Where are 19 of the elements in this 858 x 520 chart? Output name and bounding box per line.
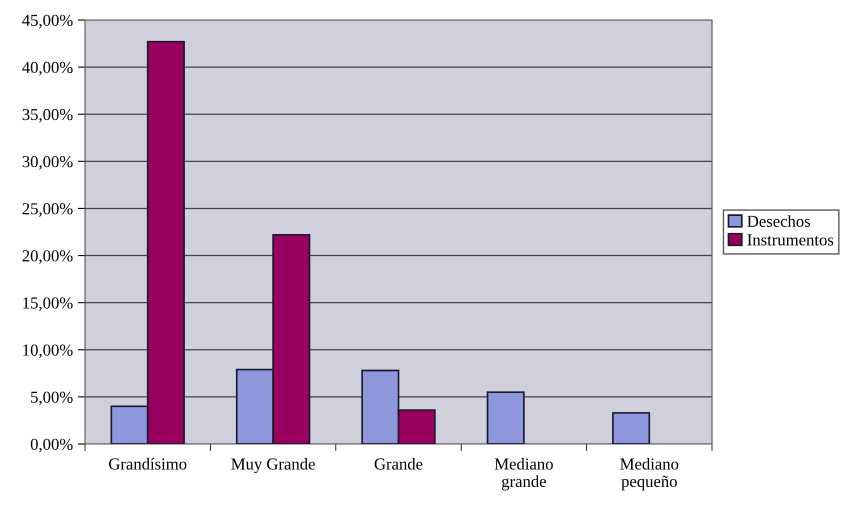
legend-label: Desechos [747, 215, 810, 227]
y-tick-label: 15,00% [23, 297, 73, 312]
y-tick-label: 20,00% [22, 250, 73, 264]
x-tick-label: Grande [374, 458, 422, 470]
y-tick-label: 45,00% [22, 14, 73, 28]
x-tick-label: Muy Grande [231, 458, 315, 474]
x-tick-label: Grandísimo [109, 458, 186, 470]
y-tick-label: 40,00% [22, 62, 73, 76]
legend-label: Instrumentos [747, 234, 834, 246]
bar [486, 391, 525, 444]
y-tick-label: 0,00% [30, 438, 73, 452]
y-tick-label: 25,00% [22, 203, 73, 217]
y-tick-label: 10,00% [23, 344, 73, 358]
y-tick-label: 30,00% [22, 156, 73, 170]
y-tick-label: 35,00% [22, 108, 73, 123]
y-tick-label: 5,00% [31, 392, 73, 406]
x-tick-label: Mediano grande [494, 458, 553, 490]
bar [612, 412, 650, 444]
x-tick-label: Mediano pequeño [620, 458, 678, 490]
